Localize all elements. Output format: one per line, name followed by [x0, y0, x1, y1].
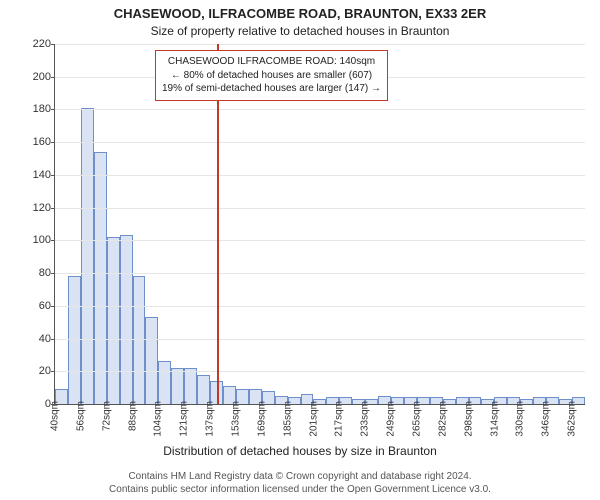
x-tick-label: 153sqm [230, 401, 241, 437]
histogram-bar [197, 375, 210, 404]
y-tick-label: 180 [19, 103, 51, 115]
gridline [55, 339, 585, 340]
y-tick-label: 140 [19, 169, 51, 181]
x-tick-label: 137sqm [205, 401, 216, 437]
y-tick-label: 160 [19, 136, 51, 148]
x-tick-label: 56sqm [75, 401, 86, 431]
y-tick-label: 60 [19, 300, 51, 312]
page-title: CHASEWOOD, ILFRACOMBE ROAD, BRAUNTON, EX… [0, 6, 600, 21]
x-tick-label: 298sqm [463, 401, 474, 437]
x-tick-label: 121sqm [179, 401, 190, 437]
y-tick-label: 120 [19, 202, 51, 214]
x-tick-label: 104sqm [153, 401, 164, 437]
histogram-bar [94, 152, 107, 404]
gridline [55, 109, 585, 110]
y-tick-label: 200 [19, 71, 51, 83]
footer-line-2: Contains public sector information licen… [6, 483, 594, 496]
histogram-bar [120, 235, 133, 404]
footer-attribution: Contains HM Land Registry data © Crown c… [0, 470, 600, 496]
x-tick-label: 330sqm [515, 401, 526, 437]
histogram-plot: 40sqm56sqm72sqm88sqm104sqm121sqm137sqm15… [54, 44, 585, 405]
gridline [55, 142, 585, 143]
callout-line: CHASEWOOD ILFRACOMBE ROAD: 140sqm [162, 55, 381, 69]
y-tick-label: 80 [19, 267, 51, 279]
gridline [55, 44, 585, 45]
x-tick-label: 314sqm [489, 401, 500, 437]
y-tick-label: 40 [19, 333, 51, 345]
callout-line: ← 80% of detached houses are smaller (60… [162, 69, 381, 83]
x-axis-label: Distribution of detached houses by size … [0, 444, 600, 458]
callout-line: 19% of semi-detached houses are larger (… [162, 82, 381, 96]
y-tick-label: 220 [19, 38, 51, 50]
histogram-bar [145, 317, 158, 404]
x-tick-label: 40sqm [50, 401, 61, 431]
x-tick-label: 362sqm [567, 401, 578, 437]
histogram-bar [158, 361, 171, 404]
histogram-bar [133, 276, 146, 404]
histogram-bar [107, 237, 120, 404]
histogram-bar [184, 368, 197, 404]
gridline [55, 306, 585, 307]
x-tick-label: 282sqm [437, 401, 448, 437]
y-tick-label: 20 [19, 365, 51, 377]
footer-line-1: Contains HM Land Registry data © Crown c… [6, 470, 594, 483]
x-tick-label: 88sqm [127, 401, 138, 431]
gridline [55, 175, 585, 176]
x-tick-label: 249sqm [386, 401, 397, 437]
x-tick-label: 72sqm [101, 401, 112, 431]
histogram-bar [81, 108, 94, 404]
gridline [55, 371, 585, 372]
x-tick-label: 233sqm [360, 401, 371, 437]
histogram-bar [171, 368, 184, 404]
y-tick-label: 100 [19, 234, 51, 246]
gridline [55, 273, 585, 274]
x-tick-label: 217sqm [334, 401, 345, 437]
gridline [55, 208, 585, 209]
y-tick-label: 0 [19, 398, 51, 410]
page-subtitle: Size of property relative to detached ho… [0, 24, 600, 38]
x-tick-label: 201sqm [308, 401, 319, 437]
x-tick-label: 185sqm [282, 401, 293, 437]
gridline [55, 240, 585, 241]
histogram-bar [68, 276, 81, 404]
x-tick-label: 169sqm [256, 401, 267, 437]
x-tick-label: 265sqm [411, 401, 422, 437]
x-tick-label: 346sqm [541, 401, 552, 437]
marker-callout: CHASEWOOD ILFRACOMBE ROAD: 140sqm← 80% o… [155, 50, 388, 101]
